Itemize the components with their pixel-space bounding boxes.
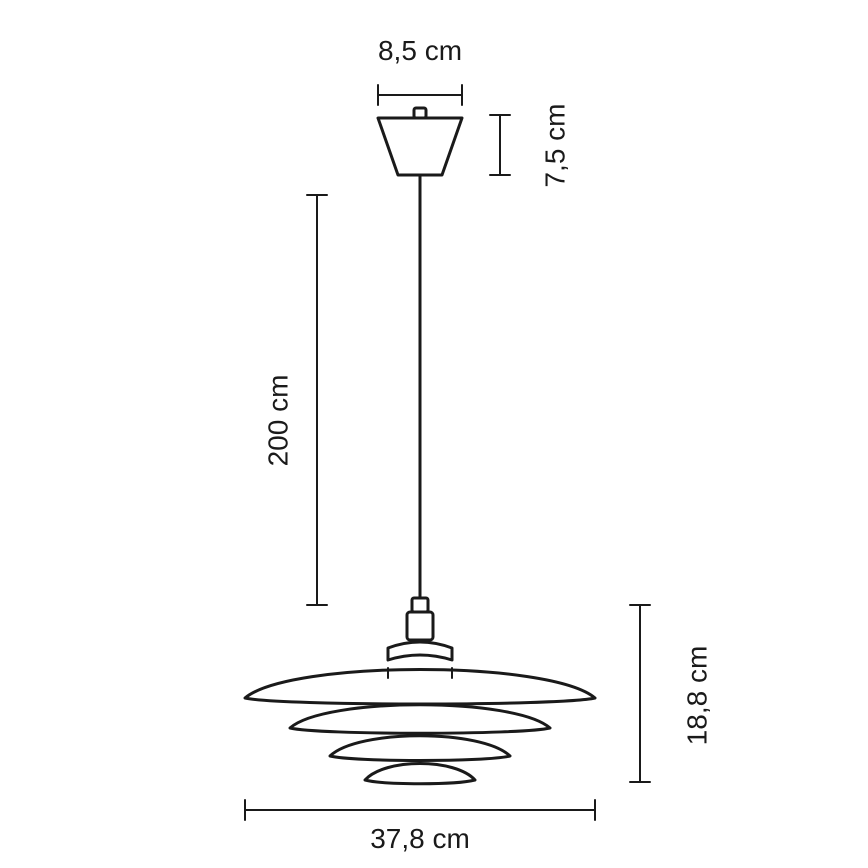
lamp-shade: [245, 668, 595, 784]
lamp-fitting: [388, 598, 452, 660]
shade-width-label: 37,8 cm: [370, 823, 470, 854]
canopy-height-label: 7,5 cm: [540, 103, 571, 187]
canopy-width-label: 8,5 cm: [378, 35, 462, 66]
shade-height-label: 18,8 cm: [682, 646, 713, 746]
cord-length-label: 200 cm: [263, 375, 294, 467]
pendant-lamp-diagram: 8,5 cm 7,5 cm 200 cm: [0, 0, 868, 868]
dim-cord-length: 200 cm: [263, 195, 328, 605]
dim-shade-height: 18,8 cm: [630, 605, 713, 782]
dim-canopy-width: 8,5 cm: [378, 35, 462, 105]
dim-canopy-height: 7,5 cm: [490, 103, 571, 187]
dim-shade-width: 37,8 cm: [245, 800, 595, 854]
ceiling-canopy: [378, 108, 462, 175]
